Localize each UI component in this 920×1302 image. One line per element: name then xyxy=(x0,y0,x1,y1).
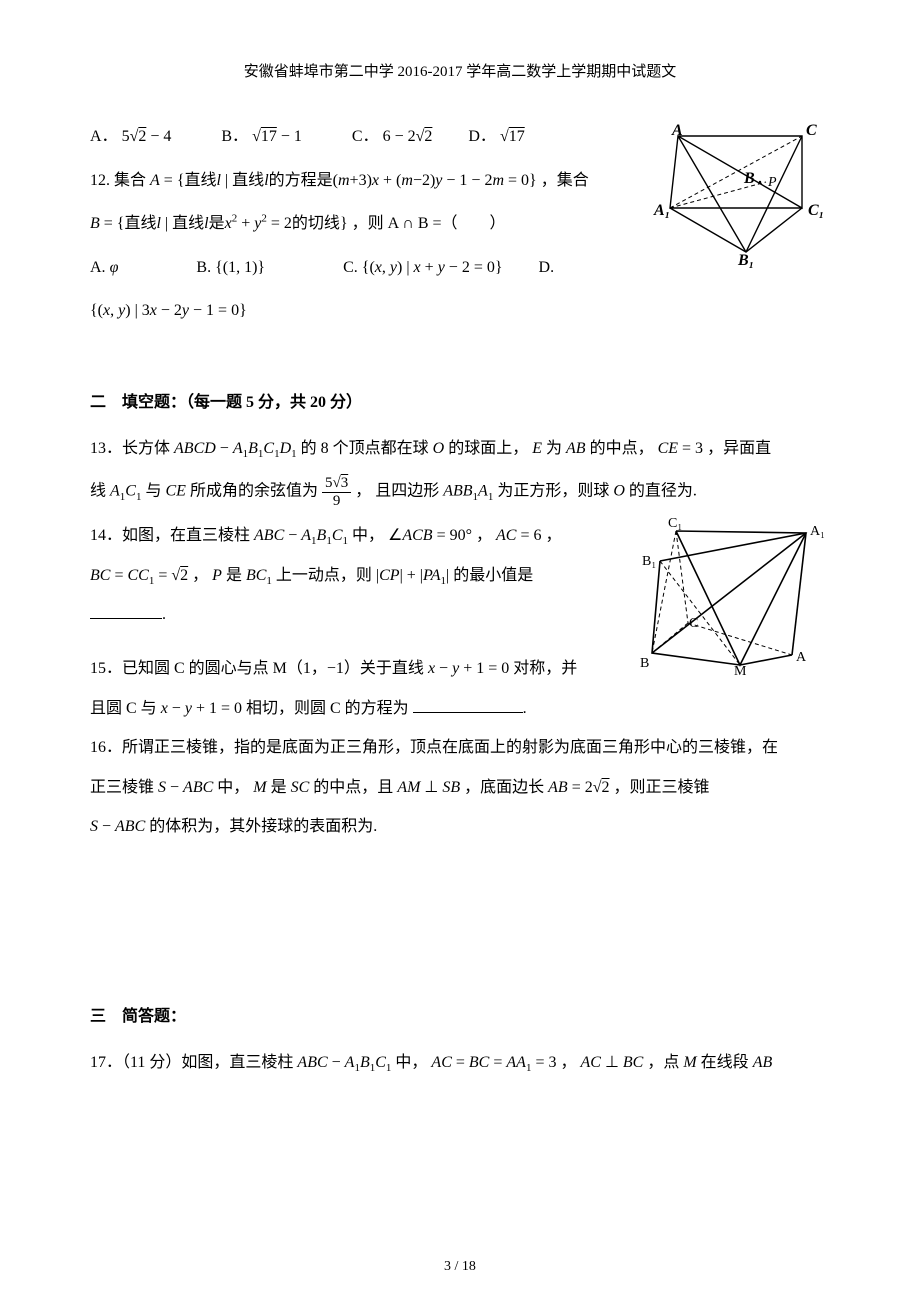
q14-l3a: . xyxy=(162,606,166,623)
q14-l1a: 14．如图，在直三棱柱 xyxy=(90,527,250,544)
q12-optB-label: B. xyxy=(196,259,211,276)
page-content: A C B P A₁ C₁ B₁ A． 5√2 − 4 B． √17 − 1 C… xyxy=(90,124,830,1075)
q16-l2g: 的中点，且 xyxy=(313,779,393,796)
q13-l1k: ，异面直 xyxy=(707,440,771,457)
q12-optC-label: C. xyxy=(343,259,358,276)
page-footer: 3 / 18 xyxy=(0,1256,920,1278)
section3-heading: 三 简答题： xyxy=(90,1004,830,1030)
q12-suffixA: ，集合 xyxy=(541,172,589,189)
q13-line1: 13．长方体 ABCD − A1B1C1D1 的 8 个顶点都在球 O 的球面上… xyxy=(90,436,830,462)
q13-l2f: ， 且四边形 xyxy=(355,483,439,500)
q15-line2: 且圆 C 与 x − y + 1 = 0 相切，则圆 C 的方程为 . xyxy=(90,696,830,722)
q16-line2: 正三棱锥 S − ABC 中， M 是 SC 的中点，且 AM ⊥ SB ，底面… xyxy=(90,775,830,801)
q16-l2e: 是 xyxy=(271,779,287,796)
q12-tail: ，则 A ∩ B =（ ） xyxy=(352,215,506,232)
q16-line3: S − ABC 的体积为，其外接球的表面积为. xyxy=(90,814,830,840)
q13-l1c: 的 8 个顶点都在球 xyxy=(301,440,429,457)
q11-optC-label: C． xyxy=(352,128,379,145)
q14-line2: BC = CC1 = √2 ， P 是 BC1 上一动点，则 |CP| + |P… xyxy=(90,563,830,589)
q14-l2d: 是 xyxy=(226,567,242,584)
q17-l1g: ，点 xyxy=(647,1054,679,1071)
q13-l2a: 线 xyxy=(90,483,106,500)
q11-options: A． 5√2 − 4 B． √17 − 1 C． 6 − 2√2 D． √17 xyxy=(90,124,830,150)
q15-l1a: 15．已知圆 C 的圆心与点 M（1，−1）关于直线 xyxy=(90,660,424,677)
q17-l1i: 在线段 xyxy=(701,1054,749,1071)
q17-l1e: ， xyxy=(560,1054,576,1071)
q15-l1c: 对称，并 xyxy=(513,660,577,677)
q12-optD-label: D. xyxy=(539,259,555,276)
q15-l2c: 相切，则圆 C 的方程为 xyxy=(246,700,409,717)
q15-l2a: 且圆 C 与 xyxy=(90,700,157,717)
q12-optA-label: A. xyxy=(90,259,106,276)
q16-l2a: 正三棱锥 xyxy=(90,779,154,796)
q14-l1e: ， xyxy=(476,527,492,544)
q12-line2: B = {直线l | 直线l是x2 + y2 = 2的切线} ，则 A ∩ B … xyxy=(90,211,830,237)
q13-l2e: 所成角的余弦值为 xyxy=(190,483,318,500)
q11-optD-label: D． xyxy=(468,128,496,145)
q12-prefix: 12. 集合 xyxy=(90,172,146,189)
q13-frac-den: 9 xyxy=(322,493,351,510)
q17-l1a: 17．（11 分）如图，直三棱柱 xyxy=(90,1054,293,1071)
q12-options-line2: {(x, y) | 3x − 2y − 1 = 0} xyxy=(90,298,830,324)
q16-l2c: 中， xyxy=(217,779,249,796)
q14-l2f: 上一动点，则 xyxy=(276,567,372,584)
q14-blank xyxy=(90,605,162,619)
q14-l2b: ， xyxy=(192,567,208,584)
q12-line1: 12. 集合 A = {直线l | 直线l的方程是(m+3)x + (m−2)y… xyxy=(90,168,830,194)
q16-line1: 16．所谓正三棱锥，指的是底面为正三角形，顶点在底面上的射影为底面三角形中心的三… xyxy=(90,735,830,761)
q17-l1c: 中， xyxy=(395,1054,427,1071)
q16-l2k: ，则正三棱锥 xyxy=(614,779,710,796)
q14-line3: . xyxy=(90,602,830,628)
q12-options-line1: A. φ B. {(1, 1)} C. {(x, y) | x + y − 2 … xyxy=(90,255,830,281)
q13-l1e: 的球面上， xyxy=(448,440,528,457)
q13-line2: 线 A1C1 与 CE 所成角的余弦值为 5√3 9 ， 且四边形 ABB1A1… xyxy=(90,475,830,509)
q13-l1i: 的中点， xyxy=(590,440,654,457)
q16-l3b: 的体积为，其外接球的表面积为. xyxy=(149,818,377,835)
q13-l1g: 为 xyxy=(546,440,562,457)
q15-blank xyxy=(413,699,523,713)
q13-l1a: 13．长方体 xyxy=(90,440,170,457)
q11-optB-label: B． xyxy=(221,128,248,145)
q14-l1c: 中， xyxy=(352,527,384,544)
q11-optA-label: A． xyxy=(90,128,118,145)
q15-line1: 15．已知圆 C 的圆心与点 M（1，−1）关于直线 x − y + 1 = 0… xyxy=(90,656,830,682)
q14-l2h: 的最小值是 xyxy=(453,567,533,584)
q13-l2j: 的直径为. xyxy=(629,483,697,500)
q14-block: C₁ A₁ B₁ C A B M 14．如图，在直三棱柱 ABC − A1B1C… xyxy=(90,523,830,628)
page-header: 安徽省蚌埠市第二中学 2016-2017 学年高二数学上学期期中试题文 xyxy=(90,60,830,84)
q13-l2c: 与 xyxy=(145,483,161,500)
q16-l2i: ，底面边长 xyxy=(464,779,544,796)
q15-l2d: . xyxy=(523,700,527,717)
q14-l1g: ， xyxy=(546,527,562,544)
q14-line1: 14．如图，在直三棱柱 ABC − A1B1C1 中， ∠ACB = 90° ，… xyxy=(90,523,830,549)
q17-line1: 17．（11 分）如图，直三棱柱 ABC − A1B1C1 中， AC = BC… xyxy=(90,1050,830,1076)
q13-l2h: 为正方形，则球 xyxy=(497,483,609,500)
section2-heading: 二 填空题：（每一题 5 分，共 20 分） xyxy=(90,390,830,416)
